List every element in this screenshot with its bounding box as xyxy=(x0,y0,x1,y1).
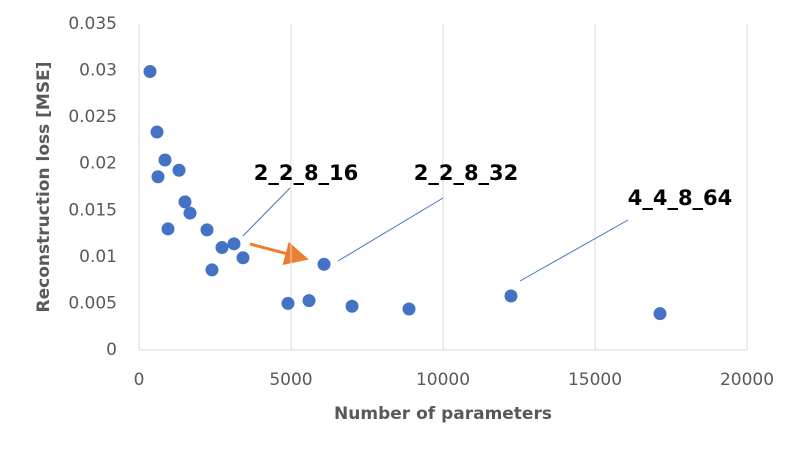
y-tick-label: 0.035 xyxy=(68,14,117,34)
y-tick-label: 0.01 xyxy=(79,247,117,267)
point xyxy=(205,263,219,277)
annotation: 2_2_8_16 xyxy=(254,161,359,185)
point xyxy=(653,307,667,321)
point xyxy=(183,206,197,220)
x-tick-label: 0 xyxy=(134,370,145,390)
x-tick-label: 10000 xyxy=(416,370,470,390)
y-tick-label: 0.025 xyxy=(68,107,117,127)
point xyxy=(172,163,186,177)
point xyxy=(227,237,241,251)
y-tick-label: 0 xyxy=(106,340,117,360)
y-tick-label: 0.03 xyxy=(79,61,117,81)
x-tick-label: 5000 xyxy=(269,370,312,390)
annotation-line xyxy=(337,197,444,262)
x-tick-label: 15000 xyxy=(568,370,622,390)
point xyxy=(215,241,229,255)
annotation: 2_2_8_32 xyxy=(414,161,519,185)
y-axis-title: Reconstruction loss [MSE] xyxy=(34,62,54,313)
y-tick-label: 0.02 xyxy=(79,154,117,174)
point xyxy=(345,299,359,313)
x-tick-label: 20000 xyxy=(720,370,774,390)
point xyxy=(158,153,172,167)
point xyxy=(178,195,192,209)
arrow xyxy=(249,241,309,266)
y-tick-label: 0.015 xyxy=(68,200,117,220)
y-tick-label: 0.005 xyxy=(68,293,117,313)
point xyxy=(281,296,295,310)
point xyxy=(317,257,331,271)
annotation-line xyxy=(519,219,629,282)
point xyxy=(402,302,416,316)
annotation: 4_4_8_64 xyxy=(628,186,733,210)
point xyxy=(143,65,157,79)
annotation-line xyxy=(242,187,291,237)
point xyxy=(236,251,250,265)
point xyxy=(504,289,518,303)
point xyxy=(200,223,214,237)
point xyxy=(150,125,164,139)
x-axis-title: Number of parameters xyxy=(334,404,552,424)
point xyxy=(151,170,165,184)
point xyxy=(161,222,175,236)
point xyxy=(302,294,316,308)
